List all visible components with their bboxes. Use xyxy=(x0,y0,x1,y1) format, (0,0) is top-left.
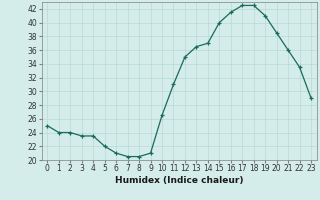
X-axis label: Humidex (Indice chaleur): Humidex (Indice chaleur) xyxy=(115,176,244,185)
